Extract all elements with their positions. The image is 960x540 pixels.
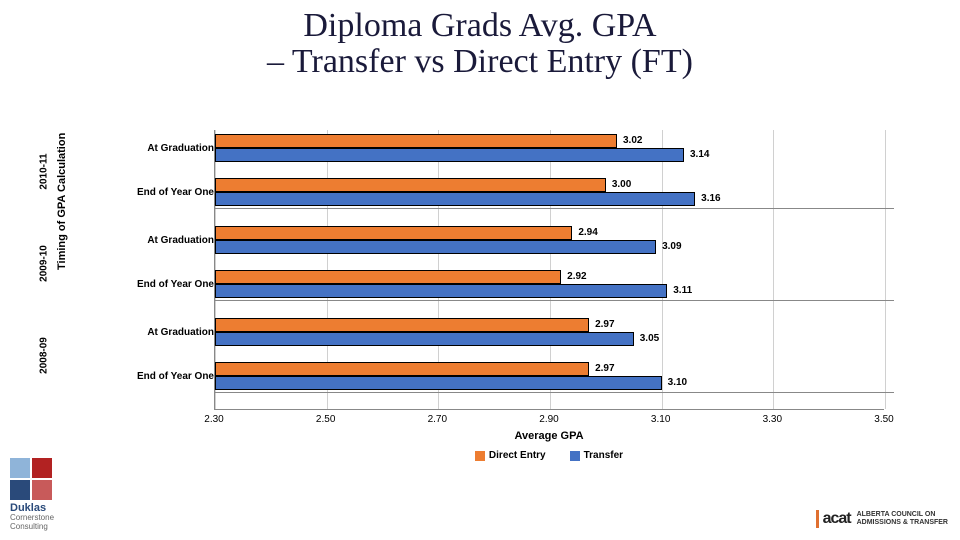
duklas-logo: Duklas CornerstoneConsulting (10, 458, 54, 532)
legend-label: Direct Entry (489, 450, 546, 461)
bar-value-label: 2.92 (567, 271, 586, 282)
bar (215, 270, 561, 284)
gridline (662, 130, 663, 409)
bar (215, 240, 656, 254)
bar-value-label: 2.97 (595, 363, 614, 374)
group-divider (214, 208, 894, 209)
acat-mark: acat (816, 510, 851, 528)
group-divider (214, 392, 894, 393)
gridline (885, 130, 886, 409)
legend-item: Transfer (570, 450, 623, 461)
bar (215, 362, 589, 376)
group-label: 2009-10 (39, 224, 50, 304)
bar-row: 3.05 (215, 332, 634, 346)
title-line-1: Diploma Grads Avg. GPA (303, 7, 656, 44)
x-tick-label: 2.50 (316, 414, 335, 425)
bar-value-label: 3.02 (623, 135, 642, 146)
bar (215, 376, 662, 390)
bar (215, 332, 634, 346)
group-divider (214, 300, 894, 301)
bar-row: 3.02 (215, 134, 617, 148)
bar-value-label: 3.10 (668, 377, 687, 388)
bar-value-label: 3.14 (690, 149, 709, 160)
legend-swatch (475, 451, 485, 461)
bar-value-label: 2.97 (595, 319, 614, 330)
bar-value-label: 3.05 (640, 333, 659, 344)
bar (215, 178, 606, 192)
acat-text: ALBERTA COUNCIL ONADMISSIONS & TRANSFER (857, 511, 948, 526)
category-label: End of Year One (94, 371, 214, 382)
bar-row: 3.00 (215, 178, 606, 192)
bar-row: 3.09 (215, 240, 656, 254)
x-tick-label: 3.30 (763, 414, 782, 425)
plot-area: 3.023.143.003.162.943.092.923.112.973.05… (214, 130, 884, 410)
slide: Diploma Grads Avg. GPA – Transfer vs Dir… (0, 0, 960, 540)
category-label: At Graduation (94, 235, 214, 246)
group-label: 2010-11 (39, 132, 50, 212)
category-label: End of Year One (94, 187, 214, 198)
logo-square (10, 458, 30, 478)
bar (215, 192, 695, 206)
group-label: 2008-09 (39, 316, 50, 396)
logo-square (10, 480, 30, 500)
bar-value-label: 3.11 (673, 285, 692, 296)
bar (215, 226, 572, 240)
legend-item: Direct Entry (475, 450, 546, 461)
gridline (773, 130, 774, 409)
duklas-sub: CornerstoneConsulting (10, 514, 54, 532)
bar-value-label: 3.00 (612, 179, 631, 190)
bar-value-label: 3.09 (662, 241, 681, 252)
x-tick-label: 3.10 (651, 414, 670, 425)
duklas-squares (10, 458, 54, 500)
logo-square (32, 458, 52, 478)
x-tick-label: 2.70 (428, 414, 447, 425)
bar-value-label: 3.16 (701, 193, 720, 204)
acat-logo: acat ALBERTA COUNCIL ONADMISSIONS & TRAN… (816, 510, 948, 528)
category-label: At Graduation (94, 327, 214, 338)
bar-row: 2.94 (215, 226, 572, 240)
bar-row: 3.16 (215, 192, 695, 206)
y-axis-title: Timing of GPA Calculation (56, 133, 68, 270)
x-tick-label: 2.30 (204, 414, 223, 425)
slide-title: Diploma Grads Avg. GPA – Transfer vs Dir… (0, 8, 960, 79)
logo-square (32, 480, 52, 500)
legend-swatch (570, 451, 580, 461)
bar (215, 148, 684, 162)
bar-row: 2.97 (215, 318, 589, 332)
title-line-2: – Transfer vs Direct Entry (FT) (267, 43, 693, 80)
x-axis-title: Average GPA (214, 430, 884, 442)
bar (215, 318, 589, 332)
bar-row: 2.92 (215, 270, 561, 284)
bar-row: 3.14 (215, 148, 684, 162)
x-tick-label: 2.90 (539, 414, 558, 425)
bar-value-label: 2.94 (578, 227, 597, 238)
bar-row: 3.10 (215, 376, 662, 390)
x-tick-label: 3.50 (874, 414, 893, 425)
bar (215, 134, 617, 148)
legend-label: Transfer (584, 450, 623, 461)
bar (215, 284, 667, 298)
category-label: At Graduation (94, 143, 214, 154)
bar-row: 2.97 (215, 362, 589, 376)
legend: Direct Entry Transfer (214, 450, 884, 461)
bar-row: 3.11 (215, 284, 667, 298)
chart: Timing of GPA Calculation 3.023.143.003.… (64, 130, 894, 460)
category-label: End of Year One (94, 279, 214, 290)
